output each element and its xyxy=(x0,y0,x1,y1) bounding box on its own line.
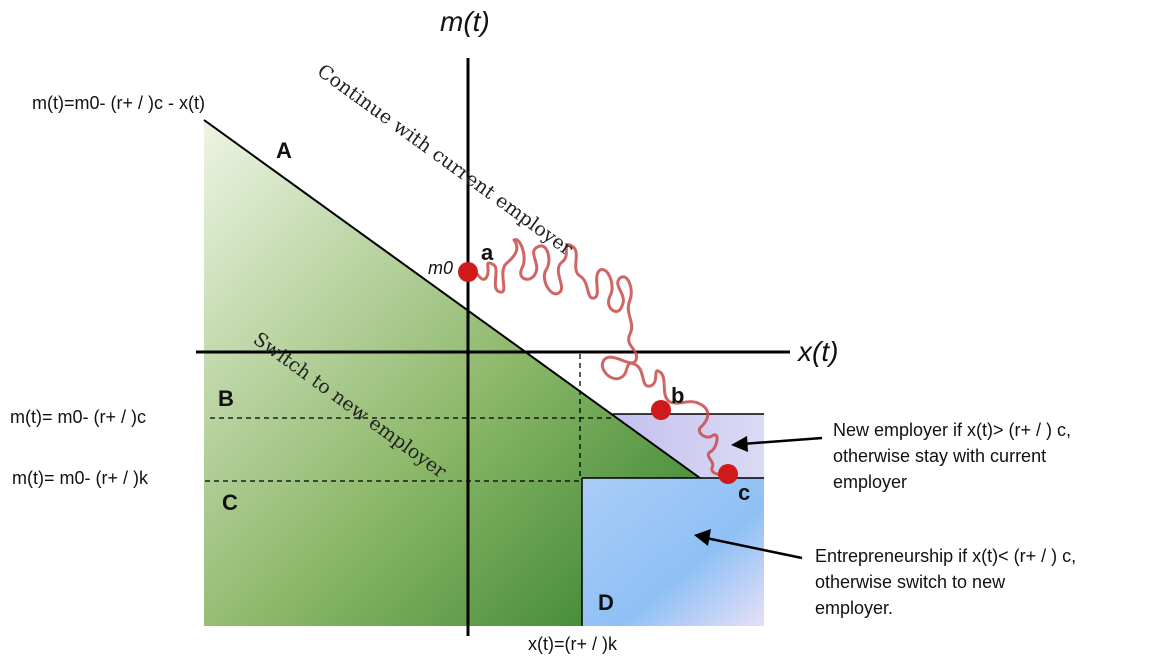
new-employer-note-line-3: employer xyxy=(833,472,908,492)
random-path xyxy=(466,238,729,477)
point-c-dot xyxy=(718,464,738,484)
point-a-label: a xyxy=(481,240,494,265)
new-employer-note-line-1: New employer if x(t)> (r+ / ) c, xyxy=(833,420,1072,440)
region-b-label: B xyxy=(218,386,234,411)
new-employer-note: New employer if x(t)> (r+ / ) c, otherwi… xyxy=(833,417,1071,495)
entrepreneurship-note-line-2: otherwise switch to new xyxy=(815,572,1006,592)
region-d-area xyxy=(582,478,764,626)
green-region xyxy=(204,120,700,626)
entrepreneurship-note-line-3: employer. xyxy=(815,598,894,618)
arrow-new-employer xyxy=(741,436,823,446)
y-axis-label: m(t) xyxy=(440,6,490,37)
entrepreneurship-note-line-1: Entrepreneurship if x(t)< (r+ / ) c, xyxy=(815,546,1077,566)
boundary-line xyxy=(203,119,701,479)
region-c-label: C xyxy=(222,490,238,515)
new-employer-region xyxy=(613,414,764,478)
point-b-label: b xyxy=(671,383,685,408)
x-axis-label: x(t) xyxy=(798,336,839,367)
arrow-new-employer-head xyxy=(731,436,748,452)
region-a-label: A xyxy=(276,138,292,163)
formula-k-line: m(t)= m0- (r+ / )k xyxy=(12,468,148,488)
point-a-dot xyxy=(458,262,478,282)
point-b-dot xyxy=(651,400,671,420)
formula-bottom-line: x(t)=(r+ / )k xyxy=(528,634,617,654)
new-employer-note-line-2: otherwise stay with current xyxy=(833,446,1047,466)
arrow-entrepreneurship xyxy=(705,536,803,560)
entrepreneurship-note: Entrepreneurship if x(t)< (r+ / ) c, oth… xyxy=(815,543,1076,621)
arrow-entrepreneurship-head xyxy=(694,529,711,546)
formula-c-line: m(t)= m0- (r+ / )c xyxy=(10,407,146,427)
start-label: m0 xyxy=(428,258,454,278)
region-d-label: D xyxy=(598,590,614,615)
formula-top-line: m(t)=m0- (r+ / )c - x(t) xyxy=(32,93,205,113)
point-c-label: c xyxy=(738,480,751,505)
